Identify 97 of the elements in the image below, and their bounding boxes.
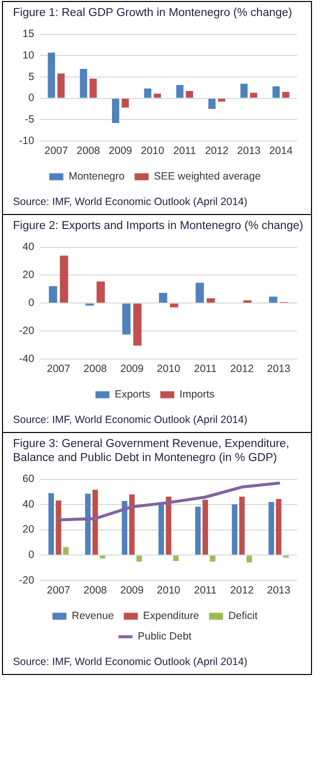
bar [208,98,216,109]
legend-label: Deficit [228,610,258,622]
bar [196,282,204,303]
bar [122,98,129,108]
bar [282,92,290,98]
y-tick-label: 5 [28,70,34,83]
y-tick-label: 40 [22,498,34,510]
x-tick-label: 2013 [266,584,290,597]
x-tick-label: 2008 [84,363,108,376]
x-tick-label: 2013 [266,363,290,376]
x-tick-label: 2009 [108,145,132,158]
y-tick-label: 0 [28,549,34,562]
bar [276,499,282,555]
y-tick-label: 10 [22,50,34,62]
bar [96,281,105,303]
x-tick-label: 2012 [230,584,254,597]
bar [63,547,69,555]
bar [92,490,98,555]
bar [239,496,245,555]
bar [85,494,91,555]
y-tick-label: -40 [18,352,34,365]
legend-label: Revenue [72,610,114,622]
bar [166,496,172,555]
x-tick-label: 2010 [156,584,180,597]
bar [173,556,179,561]
source-note: Source: IMF, World Economic Outlook (April 2014) [13,656,248,668]
bar [170,304,178,308]
bar [144,88,152,98]
x-tick-label: 2012 [205,145,229,158]
bar [133,304,142,346]
bar [206,298,215,303]
bar [202,500,208,555]
bar [48,493,54,555]
y-tick-label: -20 [18,324,34,337]
bar [60,256,68,303]
legend-label: Expenditure [143,610,200,622]
bar [48,286,58,303]
bar [129,494,135,555]
x-tick-label: 2011 [194,363,217,376]
bar [210,556,216,562]
x-tick-label: 2007 [44,145,68,158]
y-tick-label: -20 [18,574,34,586]
bar [158,292,168,303]
x-tick-label: 2011 [173,145,196,158]
legend-label: Montenegro [68,170,125,183]
x-tick-label: 2012 [230,363,254,376]
bar [48,52,56,98]
y-tick-label: 60 [22,473,34,486]
y-tick-label: 20 [22,524,34,536]
bar [268,502,274,555]
source-note: Source: IMF, World Economic Outlook (April 2014) [13,196,248,208]
x-tick-label: 2011 [194,584,217,597]
bar [57,74,65,98]
y-tick-label: 40 [22,241,34,254]
bar [240,84,248,98]
chart-title: Figure 2: Exports and Imports in Montenegro (% change) [13,219,304,233]
legend-label: Public Debt [138,630,192,643]
x-tick-label: 2013 [237,145,261,158]
x-tick-label: 2010 [140,145,164,158]
bar [90,78,97,98]
legend-label: SEE weighted average [154,170,261,183]
chart-title: Figure 3: General Government Revenue, Expenditure, Balance and Public Debt in Montenegro (in % GDP) [13,437,290,465]
bar [246,556,252,562]
legend-label: Imports [180,388,215,401]
bar [186,91,194,98]
bar [195,506,201,555]
bar [176,85,184,98]
y-tick-label: 20 [22,269,34,282]
bar [158,502,164,555]
y-tick-label: 0 [28,92,34,104]
bar [122,304,131,334]
x-tick-label: 2009 [120,584,144,597]
bar [122,501,128,555]
bar [100,556,106,558]
x-tick-label: 2007 [46,584,70,597]
x-tick-label: 2010 [156,363,180,376]
bar [56,500,62,555]
bar [112,98,120,123]
bar [272,86,280,98]
y-tick-label: 15 [22,28,34,40]
bar [154,94,161,98]
x-tick-label: 2014 [269,145,293,158]
chart-title: Figure 1: Real GDP Growth in Montenegro (% change) [13,6,294,20]
legend-label: Exports [114,388,150,401]
x-tick-label: 2009 [120,363,144,376]
bar [232,504,238,555]
bar [80,68,88,98]
x-tick-label: 2008 [84,584,108,597]
bar [250,92,258,98]
bar [269,296,278,303]
bar [136,556,142,562]
x-tick-label: 2007 [46,363,70,376]
x-tick-label: 2008 [76,145,100,158]
source-note: Source: IMF, World Economic Outlook (April 2014) [13,414,248,426]
y-tick-label: -10 [18,134,34,147]
y-tick-label: 0 [28,296,34,309]
y-tick-label: -5 [24,113,34,126]
